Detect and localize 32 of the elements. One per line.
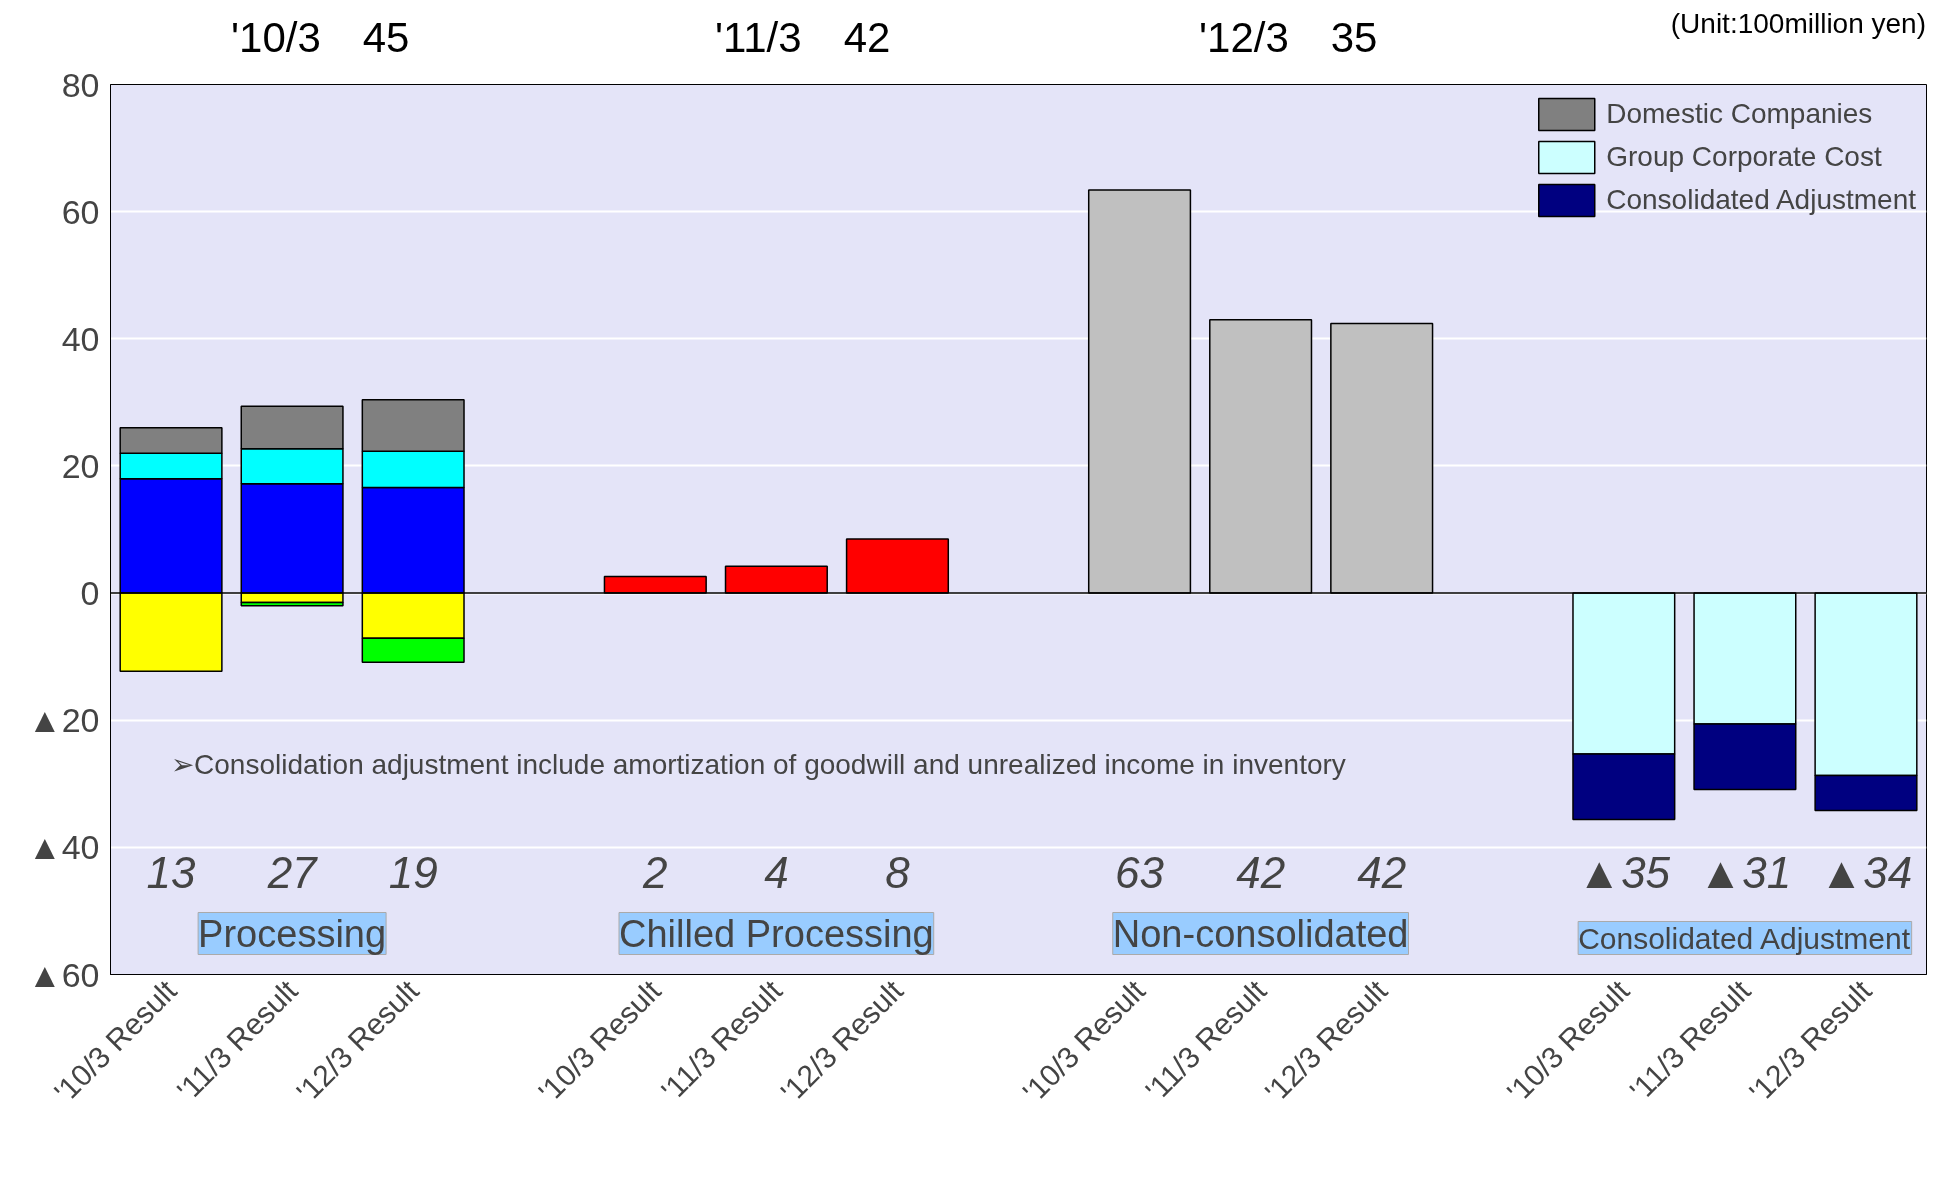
- annotation: 42: [1236, 848, 1286, 898]
- annotation: 2: [642, 848, 668, 898]
- annotation: ▲31: [1698, 848, 1792, 898]
- annotation: Non-consolidated: [1112, 912, 1409, 955]
- annotation: 63: [1115, 848, 1165, 898]
- text: (Unit:100million yen): [1670, 7, 1926, 41]
- annotation: 19: [388, 848, 438, 898]
- annotation: 42: [1357, 848, 1407, 898]
- y-tick-label: 0: [80, 574, 100, 613]
- y-tick-label: 40: [61, 319, 100, 358]
- legend-label: Consolidated Adjustment: [1606, 184, 1916, 216]
- annotation: Consolidated Adjustment: [1578, 921, 1911, 955]
- annotation: ▲34: [1819, 848, 1913, 898]
- annotation: 4: [764, 848, 789, 898]
- annotation: ▲35: [1577, 848, 1671, 898]
- annotation: 13: [146, 848, 197, 898]
- annotation: ➢Consolidation adjustment include amortization of goodwill and unrealized income in inventory: [171, 749, 1346, 781]
- y-tick-label: ▲40: [28, 828, 100, 867]
- annotation: Processing: [198, 912, 387, 955]
- legend-label: Domestic Companies: [1606, 98, 1873, 130]
- text: '11/3 42: [715, 13, 891, 63]
- y-tick-label: 20: [61, 446, 100, 485]
- annotation: 8: [885, 848, 911, 898]
- annotation: Chilled Processing: [619, 912, 934, 955]
- annotation: 27: [266, 848, 319, 898]
- y-tick-label: 80: [61, 65, 100, 104]
- y-tick-label: ▲60: [28, 955, 100, 994]
- y-tick-label: ▲20: [28, 701, 100, 740]
- legend-label: Group Corporate Cost: [1606, 141, 1882, 173]
- text: '12/3 35: [1199, 13, 1378, 63]
- y-tick-label: 60: [61, 192, 100, 231]
- text: '10/3 45: [231, 13, 410, 63]
